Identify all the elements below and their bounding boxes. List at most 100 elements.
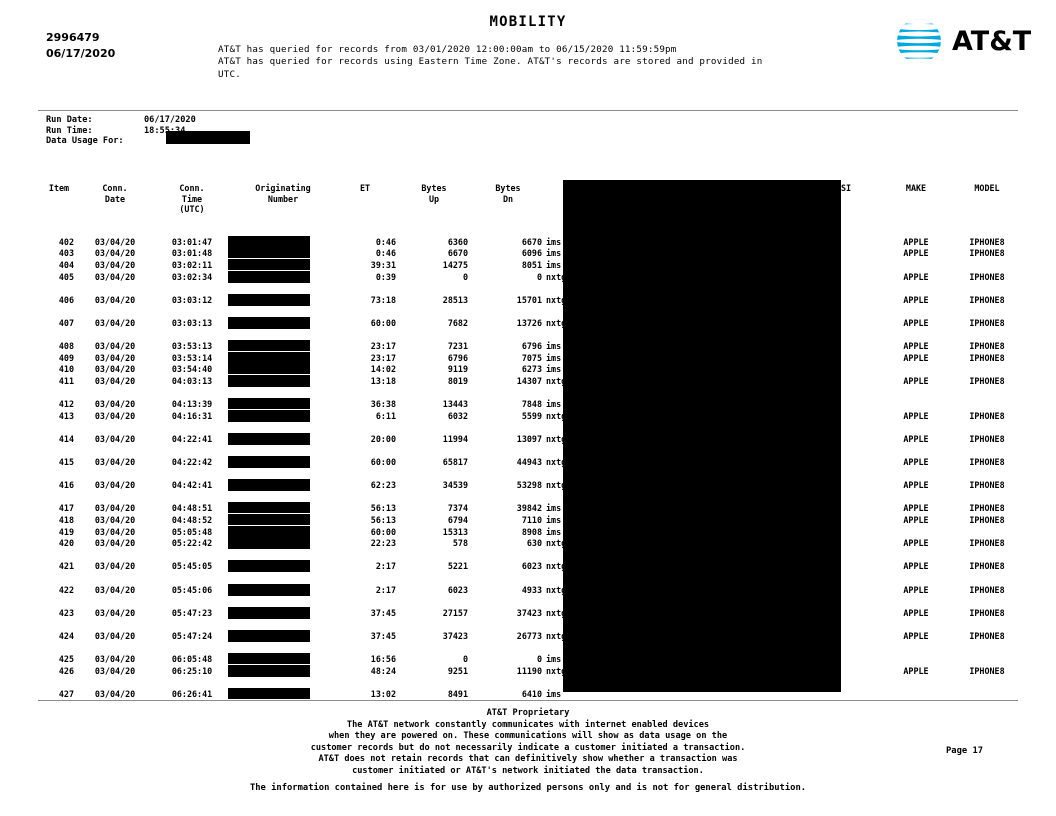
cell-bup: 7682 (447, 317, 468, 328)
originating-number-redaction-bar (228, 456, 310, 469)
cell-date: 03/04/20 (94, 352, 136, 363)
table-row: 424 03/04/20 05:47:24 37:45 37423 26773 APPLE I… (38, 630, 1038, 654)
table-row: 415 03/04/20 04:22:42 60:00 65817 44943 APPLE I… (38, 456, 1038, 480)
cell-item: 408 (58, 341, 74, 352)
cell-make: APPLE (903, 607, 929, 618)
cell-et: 60:00 (370, 457, 396, 468)
cell-et: 0:46 (375, 236, 396, 247)
cell-bup: 7374 (447, 503, 468, 514)
cell-et: 13:02 (370, 688, 396, 699)
cell-et: 0:46 (375, 248, 396, 259)
originating-number-redaction-bar (228, 316, 310, 329)
cell-time: 05:22:42 (171, 538, 213, 549)
originating-number-redaction-bar (228, 398, 310, 410)
cell-time: 05:45:05 (171, 561, 213, 572)
cell-apn: ims (546, 503, 562, 514)
table-row: 409 03/04/20 03:53:14 23:17 6796 7075 APPLE IPH… (38, 351, 1038, 365)
cell-item: 413 (58, 410, 74, 421)
cell-make: APPLE (903, 515, 929, 526)
cell-date: 03/04/20 (94, 248, 136, 259)
cell-make: APPLE (903, 584, 929, 595)
cell-bdn: 7075 (521, 352, 542, 363)
cell-bup: 65817 (442, 457, 468, 468)
cell-et: 16:56 (370, 654, 396, 665)
cell-bup: 34539 (442, 480, 468, 491)
column-header-item: Item (48, 183, 70, 194)
cell-model: IPHONE8 (969, 457, 1005, 468)
originating-number-redaction-bar (228, 247, 310, 259)
cell-model: IPHONE8 (969, 584, 1005, 595)
column-header-orig: Originating Number (255, 183, 311, 204)
cell-model: IPHONE8 (969, 607, 1005, 618)
cell-apn: ims (546, 526, 562, 537)
cell-item: 423 (58, 607, 74, 618)
cell-make: APPLE (903, 457, 929, 468)
cell-make: APPLE (903, 433, 929, 444)
cell-bdn: 6670 (521, 236, 542, 247)
cell-et: 13:18 (370, 375, 396, 386)
table-row: 402 03/04/20 03:01:47 0:46 6360 6670 APPLE IPHO… (38, 235, 1038, 249)
cell-model: IPHONE8 (969, 480, 1005, 491)
cell-make: APPLE (903, 480, 929, 491)
cell-time: 05:05:48 (171, 526, 213, 537)
cell-item: 412 (58, 399, 74, 410)
case-number: 2996479 (46, 31, 100, 44)
footer-line-4: customer records but do not necessarily … (310, 742, 746, 753)
cell-date: 03/04/20 (94, 607, 136, 618)
originating-number-redaction-bar (228, 630, 310, 642)
cell-bdn: 630 (526, 538, 542, 549)
cell-date: 03/04/20 (94, 364, 136, 375)
cell-make: APPLE (903, 375, 929, 386)
cell-item: 407 (58, 317, 74, 328)
originating-number-redaction-bar (228, 583, 310, 596)
cell-model: IPHONE8 (969, 410, 1005, 421)
cell-date: 03/04/20 (94, 584, 136, 595)
table-row: 414 03/04/20 04:22:41 20:00 11994 13097 APPLE I… (38, 432, 1038, 457)
cell-et: 14:02 (370, 364, 396, 375)
cell-time: 04:48:51 (171, 503, 213, 514)
cell-item: 411 (58, 375, 74, 386)
originating-number-redaction-bar (228, 235, 310, 247)
cell-time: 04:03:13 (171, 375, 213, 386)
originating-number-redaction-bar (228, 502, 310, 514)
att-globe-icon: AT&T (897, 19, 1032, 63)
originating-number-redaction-bar (228, 653, 310, 665)
att-wordmark: AT&T (952, 26, 1032, 57)
cell-bdn: 7848 (521, 399, 542, 410)
cell-model: IPHONE8 (969, 236, 1005, 247)
cell-item: 418 (58, 515, 74, 526)
cell-time: 03:53:13 (171, 341, 213, 352)
query-line-2: AT&T has queried for records using Easte… (218, 56, 763, 68)
cell-date: 03/04/20 (94, 503, 136, 514)
column-header-time: Conn. Time (UTC) (179, 183, 205, 215)
cell-bdn: 6796 (521, 341, 542, 352)
cell-model: IPHONE8 (969, 341, 1005, 352)
cell-date: 03/04/20 (94, 433, 136, 444)
cell-model: IPHONE8 (969, 503, 1005, 514)
cell-bup: 27157 (442, 607, 468, 618)
cell-item: 416 (58, 480, 74, 491)
cell-time: 03:02:11 (171, 260, 213, 270)
originating-number-redaction-bar (228, 687, 310, 699)
cell-bdn: 11190 (516, 665, 542, 676)
cell-bup: 0 (462, 654, 468, 665)
cell-bup: 13443 (442, 399, 468, 410)
cell-date: 03/04/20 (94, 236, 136, 247)
originating-number-redaction-bar (228, 525, 310, 537)
cell-make: APPLE (903, 341, 929, 352)
cell-date: 03/04/20 (94, 375, 136, 386)
cell-time: 04:16:31 (171, 410, 213, 421)
cell-bdn: 39842 (516, 503, 542, 514)
cell-item: 424 (58, 631, 74, 641)
cell-bdn: 4933 (521, 584, 542, 595)
cell-time: 03:54:40 (171, 364, 213, 375)
cell-time: 03:03:12 (171, 294, 213, 305)
cell-date: 03/04/20 (94, 457, 136, 468)
originating-number-redaction-bar (228, 270, 310, 283)
cell-apn: ims (546, 688, 562, 699)
cell-date: 03/04/20 (94, 515, 136, 526)
cell-bup: 8491 (447, 688, 468, 699)
run-date-label: Run Date: (46, 115, 93, 125)
cell-et: 56:13 (370, 515, 396, 526)
cell-date: 03/04/20 (94, 271, 136, 282)
